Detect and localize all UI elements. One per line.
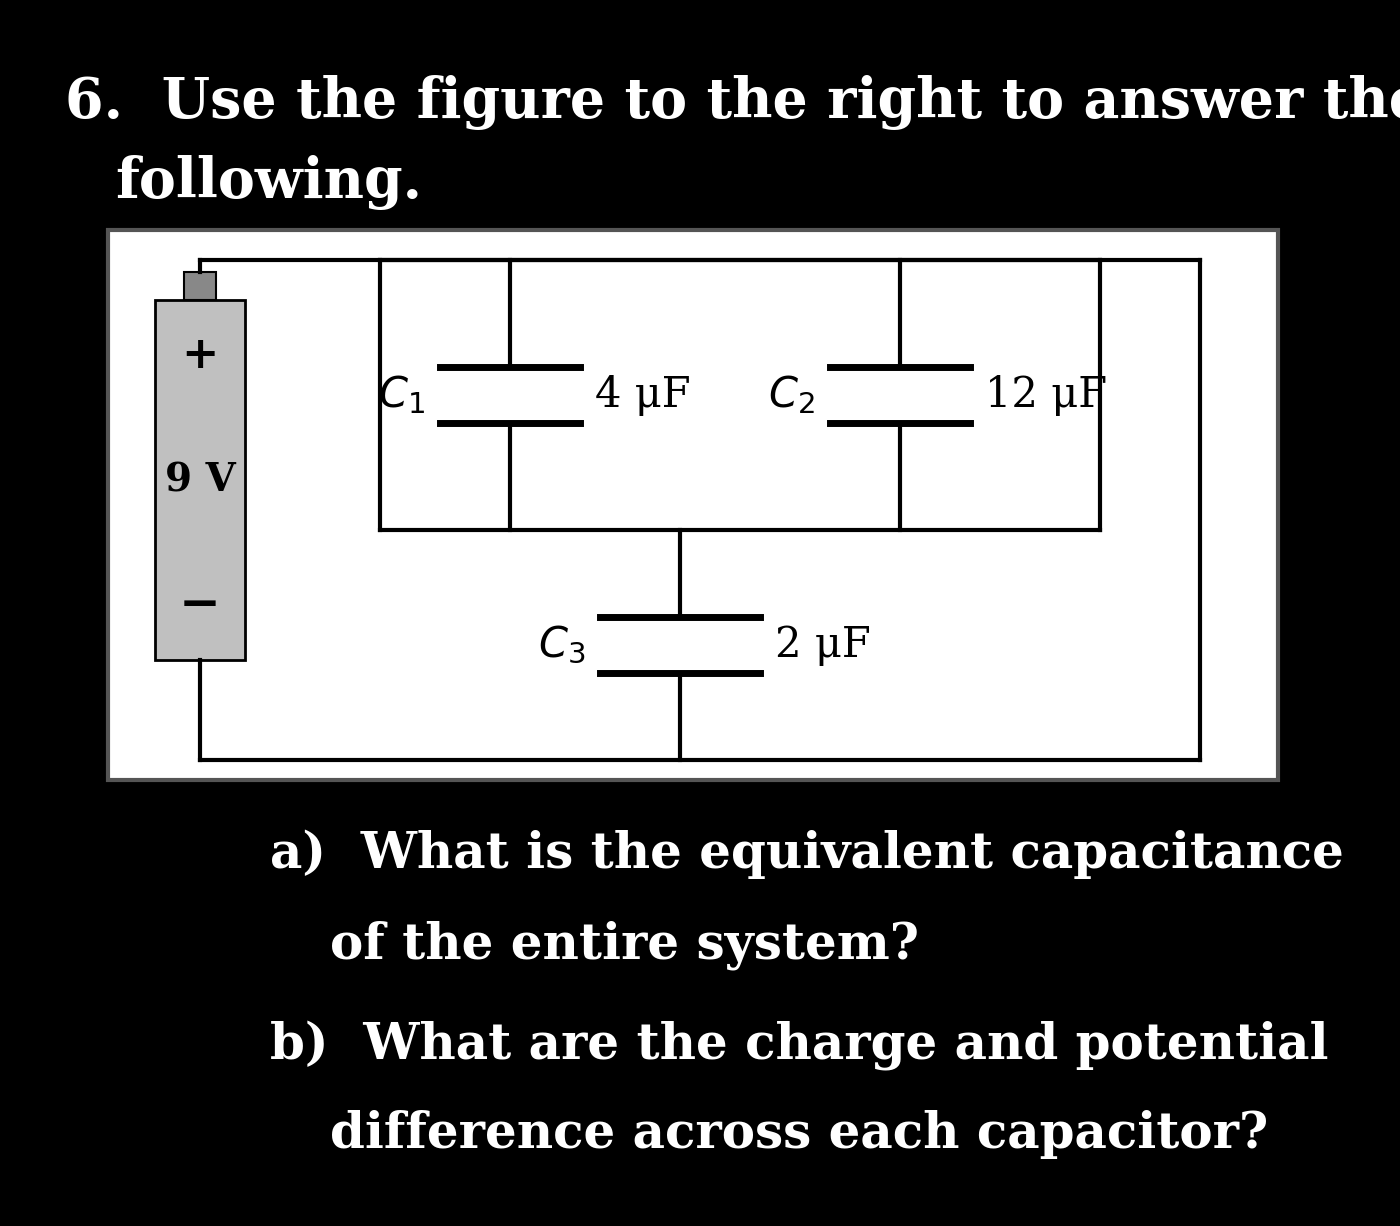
Text: following.: following. — [115, 154, 421, 210]
Text: b)  What are the charge and potential: b) What are the charge and potential — [270, 1020, 1329, 1070]
Text: of the entire system?: of the entire system? — [330, 920, 918, 970]
Text: 4 μF: 4 μF — [595, 374, 690, 416]
Text: a)  What is the equivalent capacitance: a) What is the equivalent capacitance — [270, 830, 1344, 879]
Text: 9 V: 9 V — [165, 461, 235, 499]
Text: difference across each capacitor?: difference across each capacitor? — [330, 1110, 1268, 1159]
Bar — [108, 230, 1278, 780]
Text: 2 μF: 2 μF — [776, 624, 871, 666]
Text: $C_2$: $C_2$ — [769, 374, 815, 417]
Text: 12 μF: 12 μF — [986, 374, 1107, 416]
Text: −: − — [179, 580, 221, 629]
Text: +: + — [182, 333, 218, 376]
Text: $C_3$: $C_3$ — [538, 624, 585, 666]
Bar — [183, 272, 216, 300]
Text: 6.  Use the figure to the right to answer the: 6. Use the figure to the right to answer… — [64, 75, 1400, 130]
Bar — [155, 300, 245, 660]
Text: $C_1$: $C_1$ — [378, 374, 426, 417]
